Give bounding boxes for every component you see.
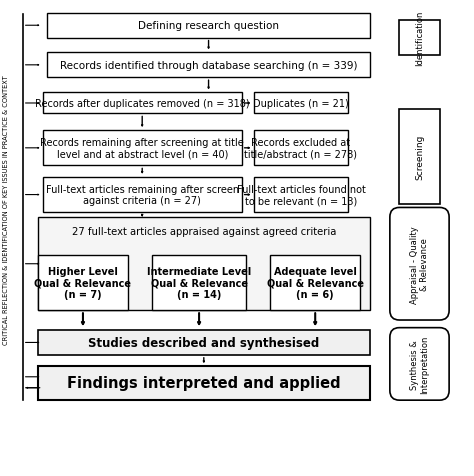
FancyBboxPatch shape	[152, 256, 246, 310]
Text: Screening: Screening	[415, 134, 424, 180]
Text: CRITICAL REFLECTION & IDENTIFICATION OF KEY ISSUES IN PRACTICE & CONTEXT: CRITICAL REFLECTION & IDENTIFICATION OF …	[3, 75, 9, 344]
FancyBboxPatch shape	[254, 131, 348, 166]
Text: Appraisal - Quality
& Relevance: Appraisal - Quality & Relevance	[410, 226, 429, 303]
Text: Studies described and synthesised: Studies described and synthesised	[88, 336, 319, 349]
FancyBboxPatch shape	[399, 109, 439, 205]
FancyBboxPatch shape	[43, 178, 242, 213]
Text: Findings interpreted and applied: Findings interpreted and applied	[67, 376, 341, 391]
FancyBboxPatch shape	[43, 93, 242, 114]
Text: Full-text articles found not
to be relevant (n = 13): Full-text articles found not to be relev…	[237, 184, 365, 206]
Text: Defining research question: Defining research question	[138, 21, 279, 31]
FancyBboxPatch shape	[47, 53, 370, 78]
Text: Adequate level
Qual & Relevance
(n = 6): Adequate level Qual & Relevance (n = 6)	[267, 267, 364, 300]
FancyBboxPatch shape	[38, 330, 370, 355]
FancyBboxPatch shape	[47, 14, 370, 39]
Text: Records remaining after screening at title
level and at abstract level (n = 40): Records remaining after screening at tit…	[40, 138, 244, 159]
Text: 27 full-text articles appraised against agreed criteria: 27 full-text articles appraised against …	[72, 226, 336, 236]
Text: Intermediate Level
Qual & Relevance
(n = 14): Intermediate Level Qual & Relevance (n =…	[147, 267, 251, 300]
FancyBboxPatch shape	[38, 367, 370, 400]
FancyBboxPatch shape	[390, 208, 449, 320]
FancyBboxPatch shape	[254, 178, 348, 213]
FancyBboxPatch shape	[270, 256, 360, 310]
Text: Records excluded at
title/abstract (n = 278): Records excluded at title/abstract (n = …	[245, 138, 357, 159]
Text: Duplicates (n = 21): Duplicates (n = 21)	[253, 99, 349, 109]
FancyBboxPatch shape	[399, 20, 439, 56]
Text: Higher Level
Qual & Relevance
(n = 7): Higher Level Qual & Relevance (n = 7)	[35, 267, 131, 300]
Text: Synthesis &
Interpretation: Synthesis & Interpretation	[410, 335, 429, 393]
Text: Identification: Identification	[415, 10, 424, 66]
Text: Records identified through database searching (n = 339): Records identified through database sear…	[60, 61, 357, 70]
Text: Records after duplicates removed (n = 318): Records after duplicates removed (n = 31…	[35, 99, 249, 109]
Text: Full-text articles remaining after screen
against criteria (n = 27): Full-text articles remaining after scree…	[46, 184, 239, 206]
FancyBboxPatch shape	[390, 328, 449, 400]
FancyBboxPatch shape	[38, 218, 370, 311]
FancyBboxPatch shape	[38, 256, 128, 310]
FancyBboxPatch shape	[254, 93, 348, 114]
FancyBboxPatch shape	[43, 131, 242, 166]
